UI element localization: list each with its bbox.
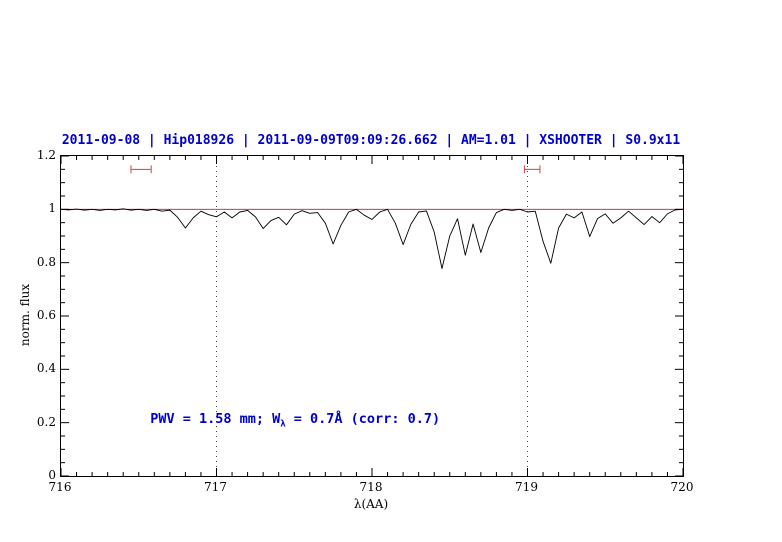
y-tick-label: 0.8 bbox=[36, 254, 56, 269]
x-tick-label: 717 bbox=[204, 480, 227, 494]
y-tick-label: 1.2 bbox=[36, 148, 56, 162]
pwv-annotation-sub: λ bbox=[280, 419, 286, 430]
x-tick-label: 720 bbox=[670, 480, 694, 494]
x-axis-label: λ(AA) bbox=[353, 497, 389, 511]
x-tick-label: 718 bbox=[359, 480, 383, 494]
plot-title: 2011-09-08 | Hip018926 | 2011-09-09T09:0… bbox=[61, 133, 681, 148]
spectrum-plot-canvas bbox=[61, 156, 683, 476]
pwv-annotation: PWV = 1.58 mm; Wλ = 0.7Å (corr: 0.7) bbox=[150, 411, 440, 430]
pwv-annotation-suffix: = 0.7Å (corr: 0.7) bbox=[285, 411, 441, 427]
plot-frame bbox=[60, 155, 684, 477]
x-tick-label: 716 bbox=[48, 480, 72, 494]
y-tick-label: 0.2 bbox=[36, 414, 56, 429]
spectrum-line bbox=[61, 208, 683, 269]
x-tick-label: 719 bbox=[515, 480, 538, 494]
y-tick-label: 1 bbox=[48, 201, 56, 216]
pwv-annotation-prefix: PWV = 1.58 mm; W bbox=[150, 411, 281, 427]
y-tick-label: 0.6 bbox=[36, 308, 56, 322]
y-tick-label: 0 bbox=[48, 468, 56, 482]
y-tick-label: 0.4 bbox=[36, 361, 56, 376]
